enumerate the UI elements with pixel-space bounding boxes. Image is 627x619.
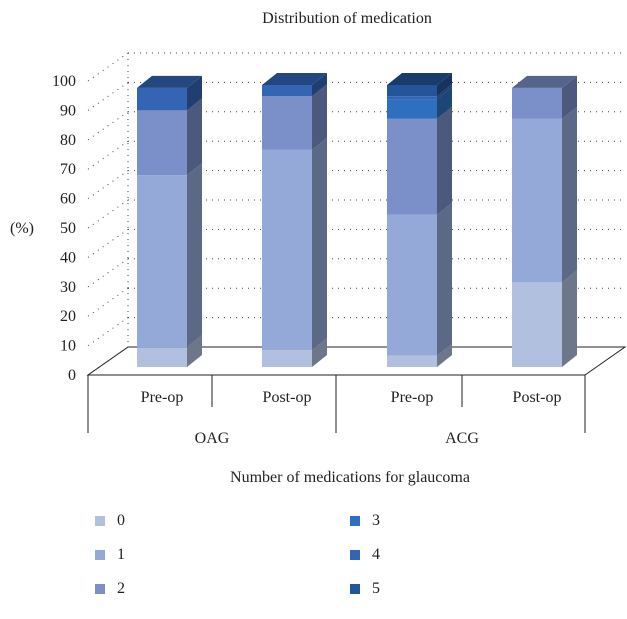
chart-floor xyxy=(86,346,627,376)
bar-segment xyxy=(512,87,562,119)
y-tick-label: 0 xyxy=(68,367,76,384)
bar-side-segment xyxy=(437,73,452,97)
y-tick-label: 10 xyxy=(60,338,76,355)
bar-segment xyxy=(387,99,437,119)
gridline-diagonal xyxy=(87,258,129,288)
legend-swatch xyxy=(95,516,105,526)
legend-item: 1 xyxy=(95,546,125,564)
gridline-diagonal xyxy=(87,111,129,141)
gridline-diagonal xyxy=(87,52,129,82)
bar-segment xyxy=(137,347,187,367)
chart-title: Distribution of medication xyxy=(262,10,432,27)
bar-side-segment xyxy=(437,106,452,215)
bar-segment xyxy=(137,175,187,348)
gridline-diagonal xyxy=(87,170,129,200)
legend-item: 4 xyxy=(350,546,380,564)
x-tick-label: Pre-op xyxy=(391,389,434,406)
bar-side-segment xyxy=(187,75,202,111)
y-tick-label: 90 xyxy=(60,102,76,119)
legend-swatch xyxy=(95,550,105,560)
gridline-diagonal xyxy=(87,199,129,229)
bar-segment xyxy=(387,96,437,100)
gridline-diagonal xyxy=(87,287,129,317)
bar-top xyxy=(387,73,452,85)
x-tick-label: Post-op xyxy=(263,389,312,406)
x-axis-title: Number of medications for glaucoma xyxy=(230,469,470,486)
bar-side-segment xyxy=(562,75,577,119)
bar-top xyxy=(512,75,577,88)
bar-segment xyxy=(387,85,437,97)
bar-stack xyxy=(137,75,202,367)
gridline-diagonal xyxy=(87,228,129,258)
bar-side-segment xyxy=(562,270,577,367)
bar-segment xyxy=(262,96,312,150)
bar-side-segment xyxy=(437,84,452,100)
bar-side-segment xyxy=(437,343,452,367)
bar-segment xyxy=(137,110,187,176)
gridline-diagonal xyxy=(87,317,129,347)
x-group-label: OAG xyxy=(195,430,230,447)
legend-item: 0 xyxy=(95,512,125,530)
bar-side-segment xyxy=(312,137,327,351)
bar-segment xyxy=(262,85,312,97)
bar-segment xyxy=(512,118,562,283)
bar-stack xyxy=(387,73,452,367)
bar-side-segment xyxy=(187,335,202,367)
bar-segment xyxy=(137,87,187,111)
bar-segment xyxy=(262,350,312,367)
legend-label: 3 xyxy=(372,512,380,529)
bar-segment xyxy=(387,355,437,367)
bar-top xyxy=(137,75,202,88)
legend-label: 2 xyxy=(117,580,125,597)
y-tick-label: 70 xyxy=(60,161,76,178)
y-tick-label: 50 xyxy=(60,220,76,237)
x-tick-label: Post-op xyxy=(513,389,562,406)
legend-swatch xyxy=(95,584,105,594)
bar-side-segment xyxy=(312,73,327,97)
bar-segment xyxy=(512,282,562,367)
y-tick-label: 60 xyxy=(60,191,76,208)
bar-side-segment xyxy=(562,106,577,283)
bar-stack xyxy=(512,75,577,367)
gridline-diagonal xyxy=(87,81,129,111)
bar-side-segment xyxy=(312,338,327,367)
bar-segment xyxy=(262,149,312,351)
bar-top xyxy=(262,73,327,85)
legend-label: 5 xyxy=(372,580,380,597)
y-tick-label: 100 xyxy=(52,73,76,90)
legend-swatch xyxy=(350,550,360,560)
legend-label: 4 xyxy=(372,546,380,563)
y-tick-label: 80 xyxy=(60,132,76,149)
y-tick-label: 20 xyxy=(60,308,76,325)
bar-stack xyxy=(262,73,327,367)
bar-side-segment xyxy=(437,202,452,356)
legend-swatch xyxy=(350,584,360,594)
y-tick-label: 40 xyxy=(60,249,76,266)
x-group-label: ACG xyxy=(445,430,479,447)
bar-side-segment xyxy=(437,87,452,119)
legend-swatch xyxy=(350,516,360,526)
legend-item: 5 xyxy=(350,580,380,598)
legend-item: 2 xyxy=(95,580,125,598)
bar-side-segment xyxy=(187,163,202,348)
legend-item: 3 xyxy=(350,512,380,530)
bar-segment xyxy=(387,118,437,215)
gridline-diagonal xyxy=(87,140,129,170)
bar-side-segment xyxy=(312,84,327,150)
y-tick-label: 30 xyxy=(60,279,76,296)
bar-segment xyxy=(387,214,437,356)
legend-label: 1 xyxy=(117,546,125,563)
y-axis-label: (%) xyxy=(10,220,34,237)
legend-label: 0 xyxy=(117,512,125,529)
x-tick-label: Pre-op xyxy=(141,389,184,406)
bar-side-segment xyxy=(187,98,202,176)
